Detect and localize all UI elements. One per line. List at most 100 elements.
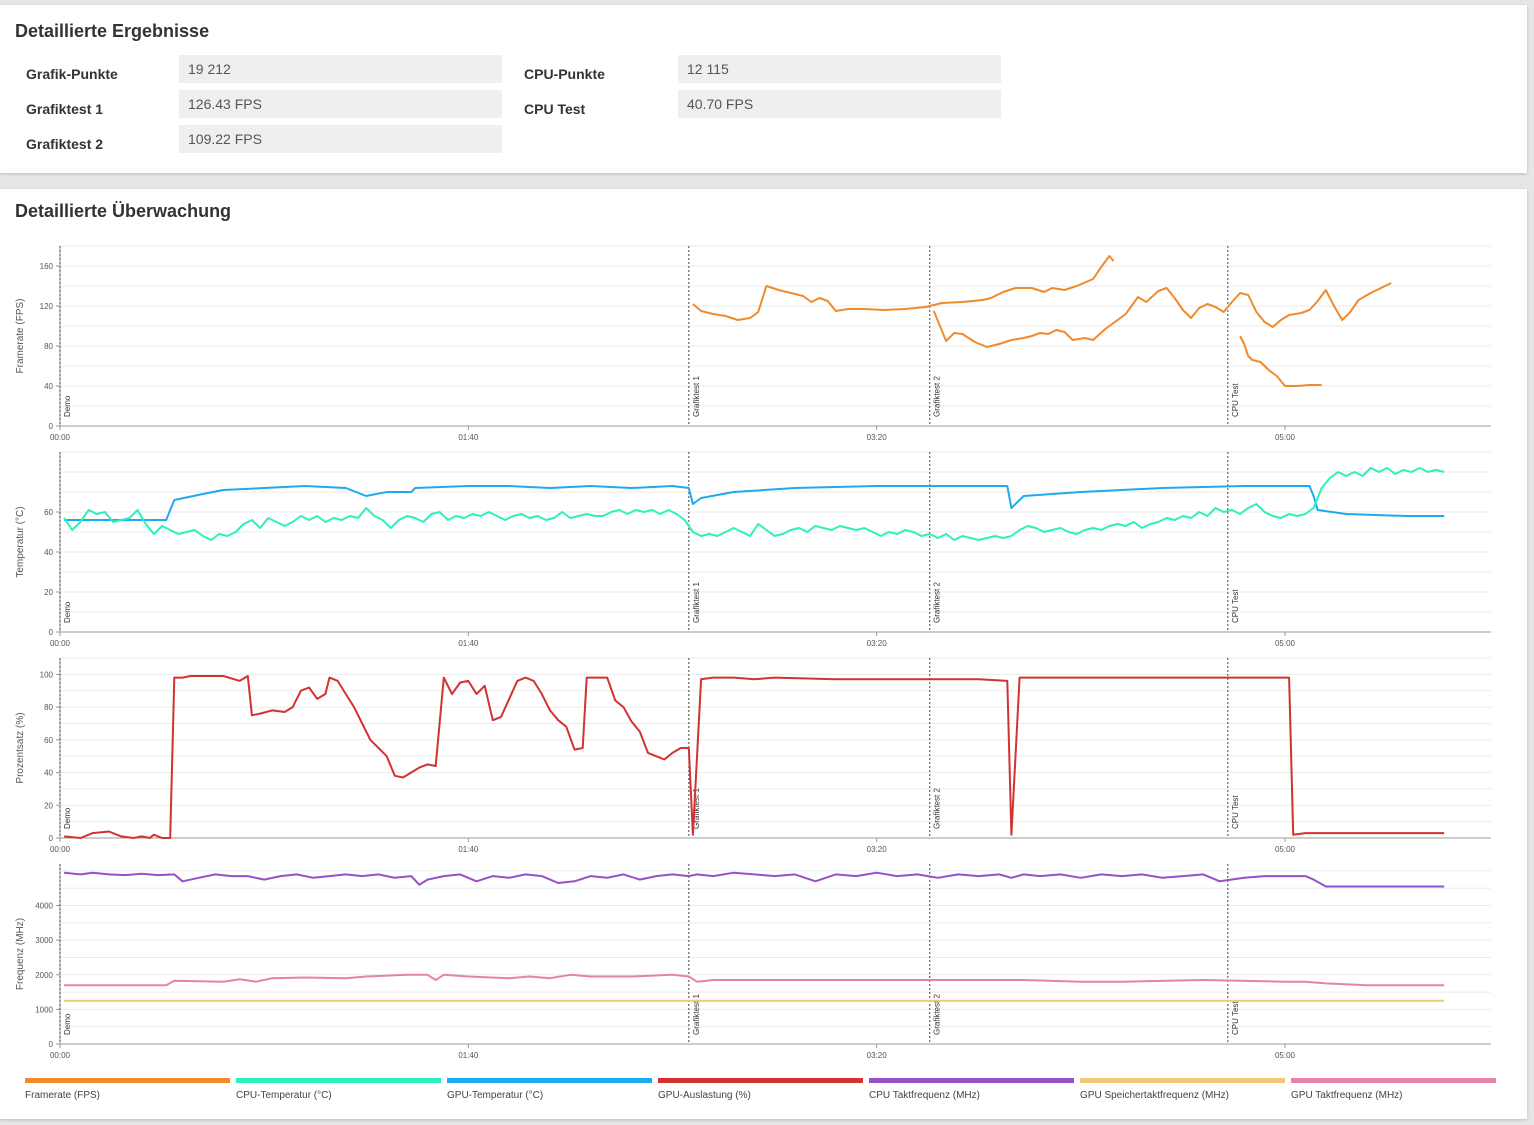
graphics-test-1-label: Grafiktest 1	[26, 101, 104, 117]
x-tick-label: 05:00	[1275, 1051, 1296, 1060]
legend-swatch	[658, 1078, 863, 1083]
x-tick-label: 01:40	[458, 433, 479, 442]
marker-label-cpu-test: CPU Test	[1231, 795, 1240, 829]
y-tick-label: 40	[44, 769, 53, 778]
graphics-score-value: 19 212	[179, 55, 502, 83]
marker-label-demo: Demo	[63, 1013, 72, 1035]
graphics-test-1-value: 126.43 FPS	[179, 90, 502, 118]
y-axis-label: Temperatur (°C)	[15, 506, 26, 577]
marker-label-demo: Demo	[63, 601, 72, 623]
y-tick-label: 2000	[35, 971, 53, 980]
y-tick-label: 100	[40, 670, 54, 679]
y-tick-label: 3000	[35, 936, 53, 945]
legend-label: Framerate (FPS)	[25, 1090, 101, 1101]
marker-label-grafiktest-1: Grafiktest 1	[692, 582, 701, 623]
legend-label: GPU-Auslastung (%)	[658, 1090, 751, 1101]
graphics-test-2-value: 109.22 FPS	[179, 125, 502, 153]
legend-item-cpu-clock[interactable]: CPU Taktfrequenz (MHz)	[869, 1078, 1074, 1101]
y-tick-label: 4000	[35, 902, 53, 911]
y-tick-label: 0	[49, 834, 54, 843]
x-tick-label: 03:20	[867, 639, 888, 648]
cpu-test-value: 40.70 FPS	[678, 90, 1001, 118]
y-axis-label: Frequenz (MHz)	[15, 918, 26, 990]
y-axis-label: Framerate (FPS)	[15, 298, 26, 373]
x-tick-label: 01:40	[458, 845, 479, 854]
y-tick-label: 160	[40, 262, 54, 271]
y-tick-label: 20	[44, 588, 53, 597]
series-line-framerate-fps	[1239, 335, 1322, 387]
x-tick-label: 00:00	[50, 1051, 71, 1060]
legend-swatch	[236, 1078, 441, 1083]
results-title: Detaillierte Ergebnisse	[15, 21, 210, 41]
monitoring-title: Detaillierte Überwachung	[15, 201, 232, 221]
y-tick-label: 80	[44, 342, 53, 351]
y-tick-label: 0	[49, 422, 54, 431]
legend-swatch	[25, 1078, 230, 1083]
legend-swatch	[1291, 1078, 1496, 1083]
marker-label-grafiktest-2: Grafiktest 2	[933, 788, 942, 829]
x-tick-label: 05:00	[1275, 639, 1296, 648]
y-tick-label: 120	[40, 302, 54, 311]
legend-label: GPU-Temperatur (°C)	[447, 1090, 544, 1101]
x-tick-label: 03:20	[867, 845, 888, 854]
y-tick-label: 40	[44, 548, 53, 557]
chart-panel-1: 0 40 80 120 160 Framerate (FPS) 00:00 01:40 03:2…	[15, 245, 1491, 442]
legend-label: GPU Speichertaktfrequenz (MHz)	[1080, 1090, 1229, 1101]
y-tick-label: 60	[44, 736, 53, 745]
results-card: Detaillierte Ergebnisse Grafik-Punkte 19…	[0, 5, 1527, 173]
monitoring-card: Detaillierte Überwachung	[0, 189, 1527, 1119]
marker-label-demo: Demo	[63, 395, 72, 417]
marker-label-cpu-test: CPU Test	[1231, 383, 1240, 417]
marker-label-demo: Demo	[63, 807, 72, 829]
series-line-gpu-auslastung	[64, 675, 1445, 839]
y-tick-label: 0	[49, 628, 54, 637]
chart-panel-2: 0 20 40 60 Temperatur (°C) 00:00 01:40 03:20 05:…	[15, 451, 1491, 648]
legend-label: CPU-Temperatur (°C)	[236, 1090, 332, 1101]
marker-label-cpu-test: CPU Test	[1231, 589, 1240, 623]
legend-label: CPU Taktfrequenz (MHz)	[869, 1090, 980, 1101]
y-tick-label: 1000	[35, 1005, 53, 1014]
legend-swatch	[869, 1078, 1074, 1083]
y-tick-label: 80	[44, 703, 53, 712]
x-tick-label: 03:20	[867, 1051, 888, 1060]
x-tick-label: 00:00	[50, 433, 71, 442]
legend-label: GPU Taktfrequenz (MHz)	[1291, 1090, 1403, 1101]
cpu-test-label: CPU Test	[524, 101, 586, 117]
marker-label-grafiktest-1: Grafiktest 1	[692, 994, 701, 1035]
y-axis-label: Prozentsatz (%)	[15, 712, 26, 783]
cpu-score-value: 12 115	[678, 55, 1001, 83]
series-line-framerate-fps	[692, 255, 1115, 321]
x-tick-label: 00:00	[50, 845, 71, 854]
marker-label-grafiktest-2: Grafiktest 2	[933, 582, 942, 623]
series-line-framerate-fps	[932, 282, 1392, 348]
legend-item-cpu-temperature[interactable]: CPU-Temperatur (°C)	[236, 1078, 441, 1101]
x-tick-label: 01:40	[458, 1051, 479, 1060]
y-tick-label: 60	[44, 508, 53, 517]
marker-label-grafiktest-2: Grafiktest 2	[933, 376, 942, 417]
marker-label-cpu-test: CPU Test	[1231, 1001, 1240, 1035]
legend-item-gpu-temperature[interactable]: GPU-Temperatur (°C)	[447, 1078, 652, 1101]
legend-item-gpu-memory-clock[interactable]: GPU Speichertaktfrequenz (MHz)	[1080, 1078, 1285, 1101]
series-line-gpu-taktfrequenz-mhz	[64, 973, 1445, 987]
legend-item-framerate[interactable]: Framerate (FPS)	[25, 1078, 230, 1101]
series-line-cpu-taktfrequenz-mhz	[63, 871, 1445, 888]
series-line-gpu-temperatur-c	[64, 485, 1445, 521]
legend-item-gpu-load[interactable]: GPU-Auslastung (%)	[658, 1078, 863, 1101]
legend-swatch	[447, 1078, 652, 1083]
graphics-test-2-label: Grafiktest 2	[26, 136, 104, 152]
x-tick-label: 05:00	[1275, 845, 1296, 854]
series-line-cpu-temperatur-c	[63, 467, 1445, 541]
x-tick-label: 00:00	[50, 639, 71, 648]
marker-label-grafiktest-1: Grafiktest 1	[692, 376, 701, 417]
legend-item-gpu-clock[interactable]: GPU Taktfrequenz (MHz)	[1291, 1078, 1496, 1101]
y-tick-label: 20	[44, 801, 53, 810]
marker-label-grafiktest-1: Grafiktest 1	[692, 788, 701, 829]
cpu-score-label: CPU-Punkte	[524, 66, 605, 82]
x-tick-label: 03:20	[867, 433, 888, 442]
legend-swatch	[1080, 1078, 1285, 1083]
chart-panel-4: 0 1000 2000 3000 4000 Frequenz (MHz) 00:00 01:4…	[15, 864, 1491, 1060]
chart-panel-3: 0 20 40 60 80 100 Prozentsatz (%) 00:00 01:40 03:…	[15, 657, 1491, 854]
graphics-score-label: Grafik-Punkte	[26, 66, 118, 82]
marker-label-grafiktest-2: Grafiktest 2	[933, 994, 942, 1035]
